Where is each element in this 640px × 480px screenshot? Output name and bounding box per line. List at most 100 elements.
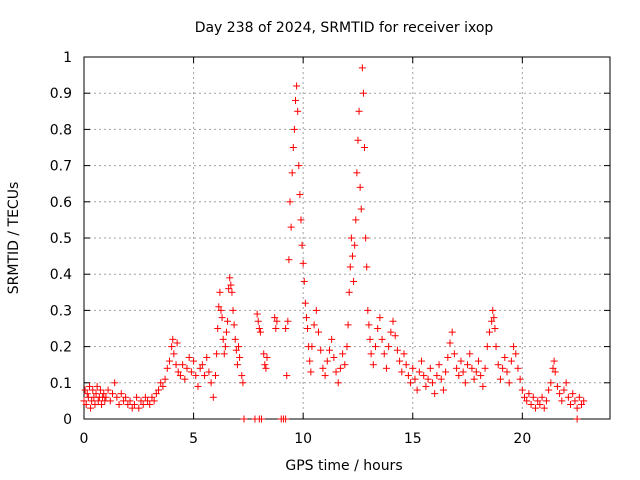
data-point xyxy=(168,343,176,351)
data-point xyxy=(315,328,323,336)
data-point xyxy=(569,390,577,398)
data-point xyxy=(231,335,239,343)
data-point xyxy=(489,306,497,314)
data-point xyxy=(220,350,228,358)
data-point xyxy=(560,386,568,394)
data-point xyxy=(365,321,373,329)
y-tick-labels: 0 0.1 0.2 0.3 0.4 0.5 0.6 0.7 0.8 0.9 1 xyxy=(50,50,72,428)
data-point xyxy=(304,325,312,332)
data-point xyxy=(284,317,292,325)
data-point xyxy=(295,162,303,170)
data-point xyxy=(567,401,575,409)
data-point xyxy=(155,386,163,394)
data-point xyxy=(374,325,382,332)
data-point xyxy=(455,372,463,380)
data-point xyxy=(256,328,264,336)
data-point xyxy=(187,368,195,376)
data-point xyxy=(148,393,156,401)
data-point xyxy=(529,393,537,401)
data-point xyxy=(218,314,226,322)
data-point xyxy=(464,361,472,369)
data-point xyxy=(369,361,377,369)
data-point xyxy=(505,379,513,387)
data-point xyxy=(300,277,308,285)
data-point xyxy=(378,335,386,343)
data-point xyxy=(146,401,154,409)
data-point xyxy=(459,368,467,376)
data-point xyxy=(209,393,217,401)
data-point xyxy=(172,361,180,369)
data-point xyxy=(448,328,456,336)
data-point xyxy=(362,234,370,242)
data-point xyxy=(339,350,347,358)
data-point xyxy=(547,379,555,387)
data-point xyxy=(361,144,369,151)
data-point xyxy=(483,343,491,351)
data-point xyxy=(91,401,99,409)
data-point xyxy=(232,346,240,354)
data-point xyxy=(159,382,167,390)
data-point xyxy=(227,281,235,289)
x-tick-label: 0 xyxy=(80,431,89,447)
data-point xyxy=(562,379,570,387)
data-point xyxy=(258,415,266,423)
data-point xyxy=(354,136,362,144)
data-point xyxy=(461,379,469,387)
data-point xyxy=(499,364,507,372)
data-point xyxy=(183,364,191,372)
data-point xyxy=(367,350,375,358)
data-point xyxy=(235,343,243,351)
data-point xyxy=(282,415,290,423)
data-point xyxy=(306,357,314,365)
data-point xyxy=(263,353,271,361)
data-point xyxy=(402,361,410,369)
data-point xyxy=(413,386,421,394)
data-point xyxy=(165,357,173,365)
data-point xyxy=(85,382,93,390)
data-point xyxy=(205,368,213,376)
data-point xyxy=(366,335,374,343)
data-point xyxy=(96,386,104,394)
data-point xyxy=(260,350,268,358)
data-point xyxy=(550,357,558,365)
data-point xyxy=(137,397,145,405)
data-point xyxy=(358,64,366,72)
data-point xyxy=(271,314,279,322)
data-point xyxy=(88,397,96,405)
data-point xyxy=(122,393,130,401)
data-point xyxy=(233,361,241,369)
data-point xyxy=(477,372,485,380)
data-point xyxy=(174,368,182,376)
data-point xyxy=(514,364,522,372)
data-point xyxy=(580,397,588,405)
data-point xyxy=(152,390,160,398)
data-point xyxy=(100,390,108,398)
data-point xyxy=(345,288,353,296)
data-point xyxy=(173,339,181,347)
data-point xyxy=(376,314,384,322)
y-tick-label: 0.8 xyxy=(50,122,72,138)
data-point xyxy=(302,314,310,322)
data-point xyxy=(343,343,351,351)
data-point xyxy=(573,404,581,412)
data-point xyxy=(83,390,91,398)
data-point xyxy=(181,375,189,383)
data-point xyxy=(81,386,89,394)
data-point xyxy=(169,335,177,343)
data-point xyxy=(215,303,223,311)
x-tick-labels: 0 5 10 15 20 xyxy=(80,431,532,447)
data-point xyxy=(192,372,200,380)
data-point xyxy=(355,107,363,115)
data-point xyxy=(325,346,333,354)
data-point xyxy=(534,397,542,405)
data-point xyxy=(330,353,338,361)
data-point xyxy=(288,169,296,177)
y-tick-label: 0.5 xyxy=(50,231,72,247)
data-point xyxy=(545,386,553,394)
data-point xyxy=(422,382,430,390)
data-point xyxy=(283,372,291,380)
data-point xyxy=(446,339,454,347)
data-point xyxy=(290,125,298,133)
data-point xyxy=(488,317,496,325)
